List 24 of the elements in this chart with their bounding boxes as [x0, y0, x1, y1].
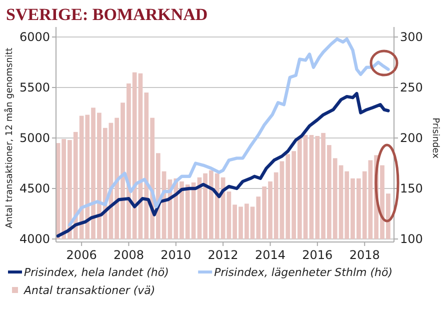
x-tick-label: 2010: [160, 248, 192, 262]
chart-title: SVERIGE: BOMARKNAD: [6, 5, 208, 24]
y2-tick-label: 100: [400, 232, 423, 246]
x-tick-label: 2018: [349, 248, 380, 262]
x-tick-label: 2008: [113, 248, 144, 262]
x-tick-label: 2012: [208, 248, 238, 262]
y2-axis-title: Prisindex: [430, 118, 440, 160]
y2-tick-label: 150: [400, 182, 423, 196]
y-tick-label: 4000: [19, 232, 50, 246]
line-series: [56, 92, 390, 238]
x-tick-label: 2016: [302, 248, 333, 262]
y-tick-label: 5500: [19, 80, 50, 94]
y-tick-label: 5000: [19, 131, 50, 145]
y-axis-title: Antal transaktioner, 12 mån genomsnitt: [4, 47, 15, 228]
legend-label: Antal transaktioner (vä): [23, 284, 156, 297]
y2-tick-label: 250: [400, 80, 423, 94]
legend-label: Prisindex, lägenheter Sthlm (hö): [214, 266, 393, 279]
x-tick-label: 2006: [66, 248, 97, 262]
legend-label: Prisindex, hela landet (hö): [24, 266, 169, 279]
y-tick-label: 6000: [19, 30, 50, 44]
y-tick-label: 4500: [19, 182, 50, 196]
x-tick-label: 2014: [254, 248, 286, 262]
y2-tick-label: 300: [400, 30, 423, 44]
y2-tick-label: 200: [400, 131, 423, 145]
